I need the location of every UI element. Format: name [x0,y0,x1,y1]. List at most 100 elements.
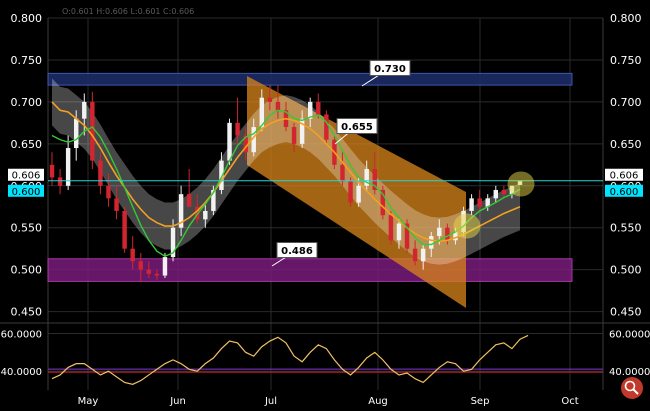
annotation-655-label: 0.655 [341,122,373,133]
candle-body [82,101,87,119]
candle-body [267,97,273,102]
price-tag-606-left: 0.606 [12,171,41,182]
y-tick-label-left: 0.700 [11,96,43,109]
x-tick-label: May [78,396,99,407]
candle-body [380,189,386,216]
candle-body [178,194,184,228]
bollinger-band [52,78,520,265]
candle-body [235,122,240,136]
candle-body [485,198,490,207]
y-tick-label-left: 0.550 [11,222,43,235]
candle-body [501,189,507,195]
price-tag-606-right-bg [605,168,643,181]
annotation-486-label: 0.486 [281,246,313,257]
candle-body [154,273,160,276]
candle-body [420,248,426,262]
ma-fast-line [51,109,521,258]
candle-body [445,227,450,241]
candle-body [170,227,176,258]
candle-body [437,227,442,237]
price-tag-600-left-bg [8,184,44,197]
ohlc-readout: O:0.601 H:0.606 L:0.601 C:0.606 [62,7,194,16]
candle-body [493,189,499,199]
candle-body [130,248,135,262]
x-tick-label: Jun [169,396,186,407]
candle-body [162,257,168,276]
candle-body [307,101,313,119]
candle-body [146,269,152,274]
y-tick-label-right: 0.650 [610,138,642,151]
support-zone [47,258,573,282]
annotation-655-box [336,118,378,134]
candle-body [203,210,208,220]
x-tick-label: Aug [368,396,388,407]
zoom-icon[interactable] [621,377,643,399]
osc-tick-label-left: 40.0000 [1,367,42,378]
y-tick-label-right: 0.550 [610,222,642,235]
candle-body [324,114,329,140]
osc-tick-label-right: 60.0000 [609,330,650,341]
candle-body [49,164,55,178]
annotation-730-box [369,60,411,76]
y-tick-label-right: 0.700 [610,96,642,109]
y-tick-label-right: 0.800 [610,12,642,25]
candle-body [275,101,281,111]
candle-body [364,169,369,186]
y-tick-label-left: 0.500 [11,264,43,277]
osc-tick-label-right: 40.0000 [609,367,650,378]
candle-body [138,261,143,270]
annotation-730-label: 0.730 [374,64,406,75]
candle-body [251,127,256,153]
candle-body [227,122,232,161]
price-tag-600-right: 0.600 [610,187,639,198]
y-tick-label-left: 0.450 [11,306,43,319]
x-tick-label: Jul [264,396,277,407]
candle-body [348,181,353,203]
x-tick-label: Sep [471,396,490,407]
y-tick-label-right: 0.750 [610,54,642,67]
x-tick-label: Oct [561,396,578,407]
candle-body [73,118,79,149]
candle-body [299,118,305,144]
candle-body [259,97,265,128]
candle-body [396,223,402,241]
price-tag-606-right: 0.606 [610,171,639,182]
candle-body [65,148,71,186]
candle-body [186,194,192,207]
candle-body [429,236,434,249]
ma-slow-line [51,101,521,242]
candle-body [469,198,474,211]
y-tick-label-left: 0.750 [11,54,43,67]
candle-body [195,206,200,220]
candle-body [211,189,216,211]
price-tag-600-left: 0.600 [12,187,41,198]
candle-body [90,101,95,161]
annotation-486-box [276,242,318,258]
candle-body [57,177,63,186]
candle-body [316,101,321,115]
candle-body [388,215,394,241]
y-tick-label-right: 0.450 [610,306,642,319]
osc-tick-label-left: 60.0000 [1,330,42,341]
candle-body [106,185,111,199]
candle-body [356,185,361,203]
candle-body [243,135,248,153]
candle-body [98,160,103,186]
candle-body [114,198,119,211]
price-tag-600-right-bg [605,184,643,197]
candle-body [412,248,418,262]
y-tick-label-right: 0.500 [610,264,642,277]
candle-body [291,127,297,144]
candle-body [122,210,127,249]
candle-body [453,231,458,241]
candle-body [372,169,377,190]
candle-body [477,198,482,207]
highlight-circle [507,171,535,197]
candle-body [340,164,345,182]
y-tick-label-left: 0.800 [11,12,43,25]
price-tag-606-left-bg [8,168,44,181]
y-tick-label-left: 0.650 [11,138,43,151]
highlight-circle [453,213,481,239]
